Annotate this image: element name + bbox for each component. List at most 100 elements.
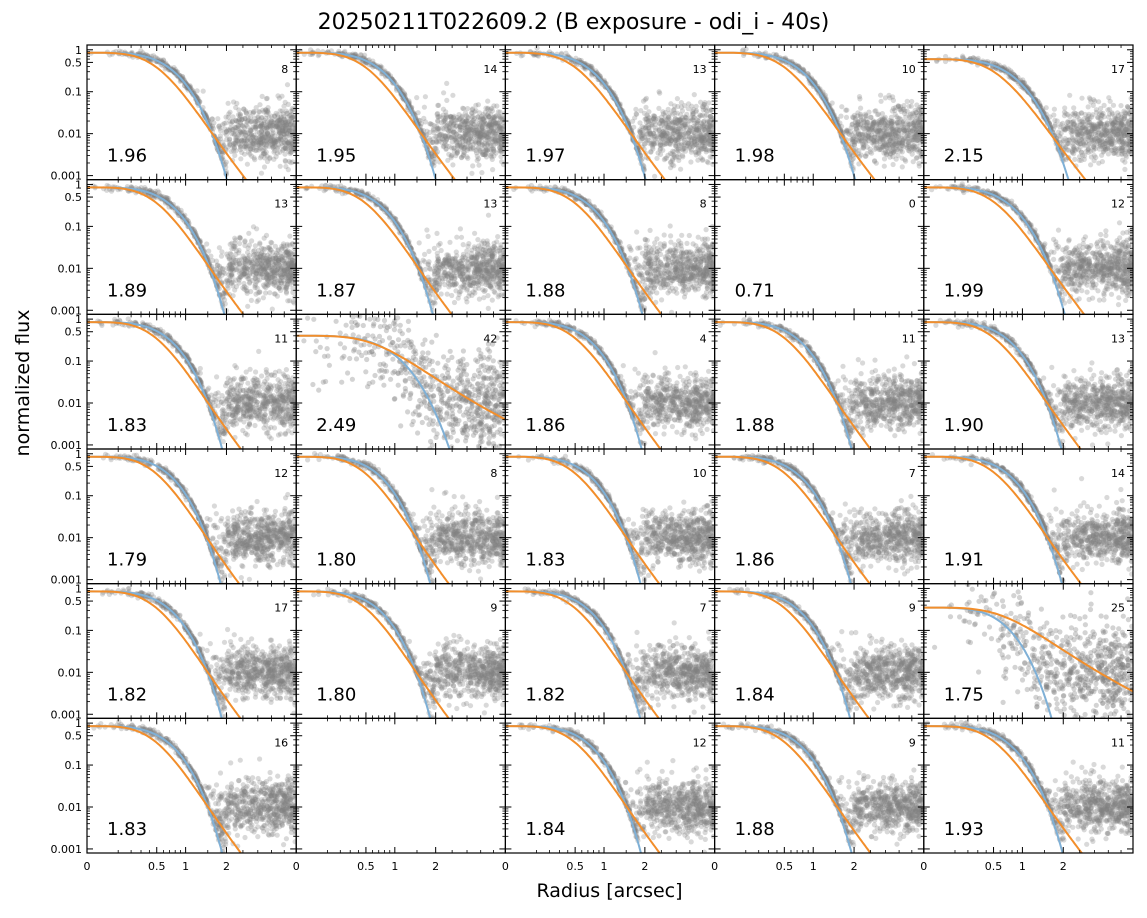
psf-data-point [447,120,453,126]
psf-data-point [491,137,498,143]
psf-data-point [237,129,243,136]
psf-data-point [242,140,248,146]
psf-data-point [672,115,679,122]
psf-data-point [227,127,233,133]
psf-data-point [693,152,699,158]
psf-data-point [652,141,658,147]
psf-data-point [237,113,243,119]
psf-data-point [460,118,466,124]
psf-data-point [447,121,454,127]
psf-data-point [490,167,496,173]
psf-data-point [342,48,348,55]
psf-data-point [254,139,260,145]
psf-data-point [659,118,665,124]
psf-data-point [704,131,710,137]
psf-data-point [448,145,454,151]
psf-data-point [692,150,699,156]
psf-data-point [287,122,293,128]
psf-data-point [690,117,697,123]
psf-data-point [671,139,678,145]
psf-data-point [707,133,714,139]
psf-data-point [482,114,488,120]
psf-data-point [902,157,908,163]
psf-data-point [692,130,698,136]
psf-data-point [464,147,470,153]
psf-data-point [270,140,276,146]
psf-data-point [274,150,280,156]
psf-data-point [239,138,245,144]
psf-data-point [231,145,237,151]
psf-data-point [434,140,440,146]
psf-data-point [492,136,498,142]
psf-data-point [680,152,686,158]
psf-data-point [477,122,483,128]
psf-data-point [264,119,271,125]
psf-data-point [646,140,652,146]
psf-data-point [701,139,707,145]
psf-data-point [292,143,297,149]
psf-data-point [676,117,682,123]
psf-data-point [684,111,690,117]
psf-data-point [482,143,488,149]
psf-data-point [358,52,364,58]
psf-data-point [448,114,454,120]
psf-data-point [242,144,248,150]
psf-data-point [711,115,715,121]
psf-data-point [659,137,665,143]
psf-data-point [285,140,291,146]
psf-data-point [415,110,421,116]
psf-data-point [261,131,267,137]
psf-data-point [701,118,707,124]
psf-data-point [496,140,502,146]
psf-data-point [282,157,288,164]
psf-data-point [217,136,223,142]
psf-data-point [271,139,277,145]
psf-data-point [494,131,501,137]
psf-data-point [462,119,468,125]
psf-data-point [681,117,687,123]
psf-data-point [450,115,456,121]
psf-data-point [250,140,256,146]
psf-data-point [649,142,655,148]
psf-data-point [464,118,470,124]
psf-data-point [241,138,247,144]
psf-data-point [262,151,268,157]
psf-data-point [223,132,230,138]
psf-data-point [639,127,645,134]
psf-data-point [244,138,250,144]
psf-data-point [702,144,708,150]
psf-data-point [850,155,857,162]
psf-data-point [237,144,244,150]
psf-data-point [648,118,654,124]
psf-data-point [493,138,499,145]
psf-data-point [487,136,493,142]
psf-data-point [1079,130,1085,136]
psf-data-point [468,138,474,145]
psf-data-point [665,116,671,122]
psf-data-point [451,129,457,135]
psf-data-point [286,138,292,144]
psf-data-point [1065,119,1071,125]
psf-data-point [913,155,919,161]
psf-data-point [678,166,684,172]
psf-data-point [660,136,667,142]
psf-data-point [260,150,266,156]
psf-data-point [1092,98,1098,104]
psf-data-point [473,102,479,108]
psf-data-point [283,134,289,140]
psf-data-point [271,137,277,143]
psf-data-point [874,119,881,125]
psf-data-point [421,104,427,110]
psf-data-point [633,106,639,112]
psf-data-point [677,121,684,128]
psf-data-point [520,52,526,58]
psf-data-point [258,123,264,129]
psf-data-point [489,151,495,157]
psf-data-point [447,125,453,131]
psf-data-point [236,123,242,129]
psf-data-point [485,139,491,145]
psf-data-point [699,137,705,143]
psf-data-point [451,125,457,131]
psf-data-point [488,147,494,153]
psf-data-point [857,122,864,128]
